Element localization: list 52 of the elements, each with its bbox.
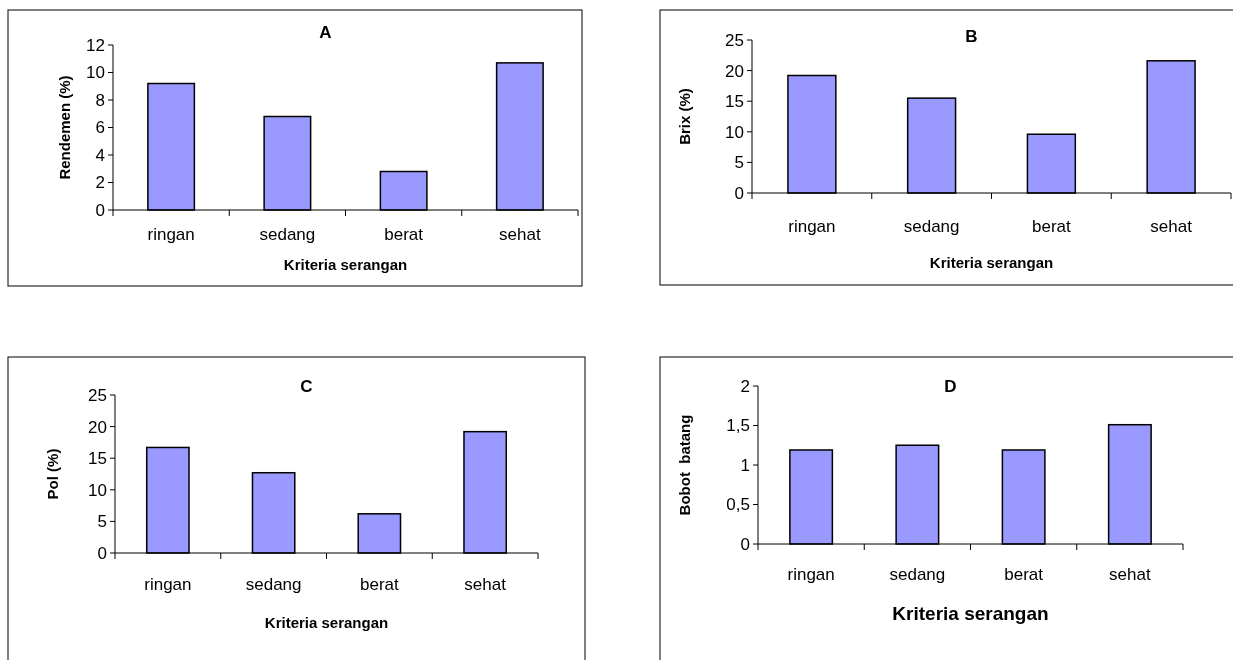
y-tick-label: 25 (725, 30, 744, 50)
y-tick-label: 0 (734, 183, 744, 203)
y-axis-title: Brix (%) (676, 88, 693, 145)
y-tick-label: 5 (97, 512, 107, 532)
x-tick-label: berat (1004, 565, 1044, 584)
y-axis-title: Pol (%) (44, 448, 61, 500)
y-tick-label: 5 (734, 153, 744, 173)
x-axis-title: Kriteria serangan (264, 614, 389, 631)
x-axis-title: Kriteria serangan (929, 254, 1054, 271)
x-tick-label: sehat (499, 225, 541, 244)
y-tick-label: 10 (725, 122, 744, 142)
x-tick-label: sedang (903, 217, 960, 236)
y-tick-label: 10 (88, 480, 107, 500)
y-tick-label: 1,5 (726, 416, 750, 436)
x-axis-title: Kriteria serangan (283, 256, 408, 273)
x-tick-label: ringan (788, 217, 836, 236)
y-tick-label: 0,5 (726, 495, 750, 515)
y-tick-label: 0 (95, 200, 105, 220)
y-tick-label: 20 (725, 61, 744, 81)
y-tick-label: 8 (95, 90, 105, 110)
y-tick-label: 0 (740, 534, 750, 554)
x-tick-label: sehat (464, 575, 507, 594)
y-axis-title: Bobot batang (676, 414, 693, 516)
y-tick-label: 15 (725, 92, 744, 112)
y-tick-label: 15 (88, 449, 107, 469)
chart-title: C (300, 377, 313, 396)
x-tick-label: sehat (1150, 217, 1193, 236)
x-tick-label: sehat (1109, 565, 1151, 584)
x-tick-label: ringan (144, 575, 192, 594)
x-tick-label: ringan (147, 225, 195, 244)
y-tick-label: 2 (95, 173, 105, 193)
y-tick-label: 4 (95, 145, 105, 165)
y-tick-label: 6 (95, 118, 105, 138)
y-tick-label: 20 (88, 417, 107, 437)
chart-title: B (965, 27, 978, 46)
x-tick-label: berat (360, 575, 400, 594)
y-tick-label: 12 (86, 35, 105, 55)
y-tick-label: 0 (97, 543, 107, 563)
y-tick-label: 1 (740, 455, 750, 475)
y-axis-title: Rendemen (%) (56, 75, 73, 180)
x-tick-label: sedang (889, 565, 946, 584)
x-tick-label: berat (384, 225, 424, 244)
chart-title: D (944, 377, 957, 396)
y-tick-label: 2 (740, 376, 750, 396)
x-tick-label: sedang (245, 575, 302, 594)
y-tick-label: 10 (86, 63, 105, 83)
x-tick-label: sedang (259, 225, 316, 244)
y-tick-label: 25 (88, 385, 107, 405)
x-tick-label: berat (1032, 217, 1072, 236)
x-tick-label: ringan (787, 565, 835, 584)
chart-title: A (319, 23, 332, 42)
x-axis-title: Kriteria serangan (892, 603, 1049, 624)
